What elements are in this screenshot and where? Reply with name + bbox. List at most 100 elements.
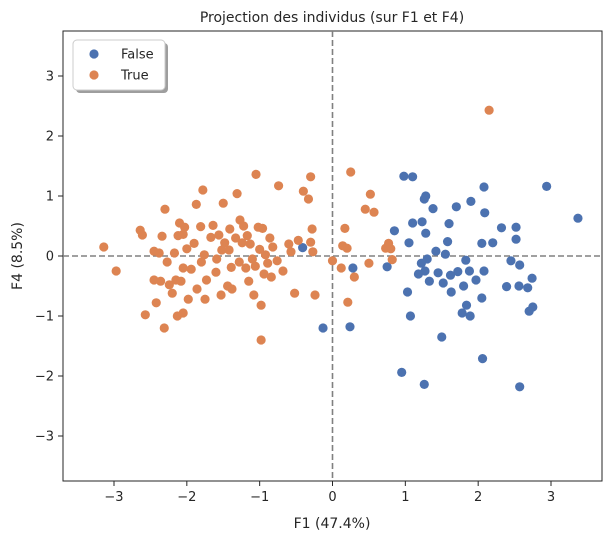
data-point-true [387, 255, 397, 265]
y-tick-label: 2 [46, 130, 54, 145]
data-point-true [167, 288, 177, 298]
data-point-true [242, 231, 252, 241]
data-point-false [421, 191, 431, 201]
data-point-false [461, 255, 471, 265]
data-point-false [466, 196, 476, 206]
data-point-true [186, 264, 196, 274]
data-point-false [405, 311, 416, 321]
data-point-false [348, 263, 358, 273]
data-point-true [178, 229, 188, 239]
data-point-false [501, 282, 512, 292]
data-point-true [256, 335, 266, 345]
data-point-true [249, 290, 259, 300]
data-point-true [176, 276, 186, 286]
data-point-true [211, 267, 221, 277]
chart-title: Projection des individus (sur F1 et F4) [200, 10, 464, 26]
data-point-true [239, 221, 249, 231]
data-point-true [336, 263, 346, 273]
data-point-true [310, 290, 320, 300]
data-point-true [257, 223, 268, 233]
data-point-true [265, 233, 275, 243]
data-point-true [199, 250, 209, 260]
data-point-true [160, 204, 170, 214]
data-point-false [477, 354, 488, 364]
data-point-true [164, 280, 174, 290]
data-point-false [437, 332, 447, 342]
data-point-true [234, 257, 244, 267]
data-point-false [479, 266, 489, 276]
data-point-true [237, 238, 247, 248]
data-point-false [479, 182, 489, 192]
data-point-true [180, 222, 190, 232]
data-point-false [465, 311, 475, 321]
data-point-true [231, 233, 241, 243]
data-point-true [251, 169, 261, 179]
data-point-true [162, 257, 172, 267]
data-point-true [178, 263, 188, 273]
legend-label-false: False [121, 48, 154, 63]
data-point-true [183, 294, 193, 304]
data-point-true [154, 248, 164, 258]
data-point-false [477, 293, 487, 303]
data-point-false [408, 172, 418, 182]
data-point-true [255, 244, 265, 254]
data-point-false [524, 306, 534, 316]
data-point-false [421, 228, 431, 238]
data-point-true [327, 256, 338, 266]
data-point-true [226, 262, 236, 272]
data-point-true [232, 189, 242, 199]
x-tick-label: 3 [547, 490, 555, 505]
data-point-true [369, 207, 379, 217]
data-point-true [340, 223, 350, 233]
data-point-false [515, 382, 525, 392]
data-point-true [364, 258, 374, 268]
data-point-false [345, 322, 355, 332]
legend: False True [72, 39, 168, 93]
data-point-false [404, 238, 414, 248]
data-point-true [159, 323, 169, 333]
data-point-false [511, 234, 521, 244]
data-point-false [573, 213, 583, 223]
data-point-true [220, 238, 230, 248]
x-tick-label: 0 [328, 490, 336, 505]
x-axis-label: F1 (47.4%) [294, 516, 371, 532]
data-point-false [318, 323, 328, 333]
series-true [99, 105, 494, 345]
data-point-false [382, 262, 392, 272]
data-point-true [286, 247, 296, 257]
data-point-true [217, 245, 227, 255]
data-point-true [201, 275, 212, 285]
data-point-false [397, 367, 407, 377]
data-point-true [274, 181, 284, 191]
data-point-true [284, 239, 294, 249]
legend-marker-true [89, 70, 99, 80]
data-point-false [511, 222, 521, 232]
data-point-true [293, 235, 303, 245]
data-point-true [151, 298, 161, 308]
data-point-true [307, 224, 317, 234]
legend-label-true: True [120, 69, 149, 84]
reference-lines [63, 31, 602, 481]
data-point-true [169, 248, 180, 258]
data-point-false [433, 268, 443, 278]
x-tick-label: −3 [104, 490, 123, 505]
data-point-true [306, 172, 316, 182]
data-point-false [461, 300, 472, 310]
data-point-false [413, 269, 424, 279]
data-point-true [198, 185, 208, 195]
data-point-false [408, 218, 418, 228]
data-point-true [196, 222, 206, 232]
data-point-true [343, 297, 353, 307]
data-points [99, 105, 583, 392]
data-point-true [306, 237, 316, 247]
data-point-false [523, 283, 533, 293]
data-point-false [445, 270, 456, 280]
data-point-false [464, 266, 475, 276]
data-point-true [156, 276, 166, 286]
x-tick-label: −2 [177, 490, 196, 505]
data-point-false [428, 204, 438, 214]
data-point-false [496, 223, 507, 233]
data-point-true [214, 230, 224, 240]
x-tick-label: −1 [250, 490, 269, 505]
data-point-false [444, 219, 454, 229]
